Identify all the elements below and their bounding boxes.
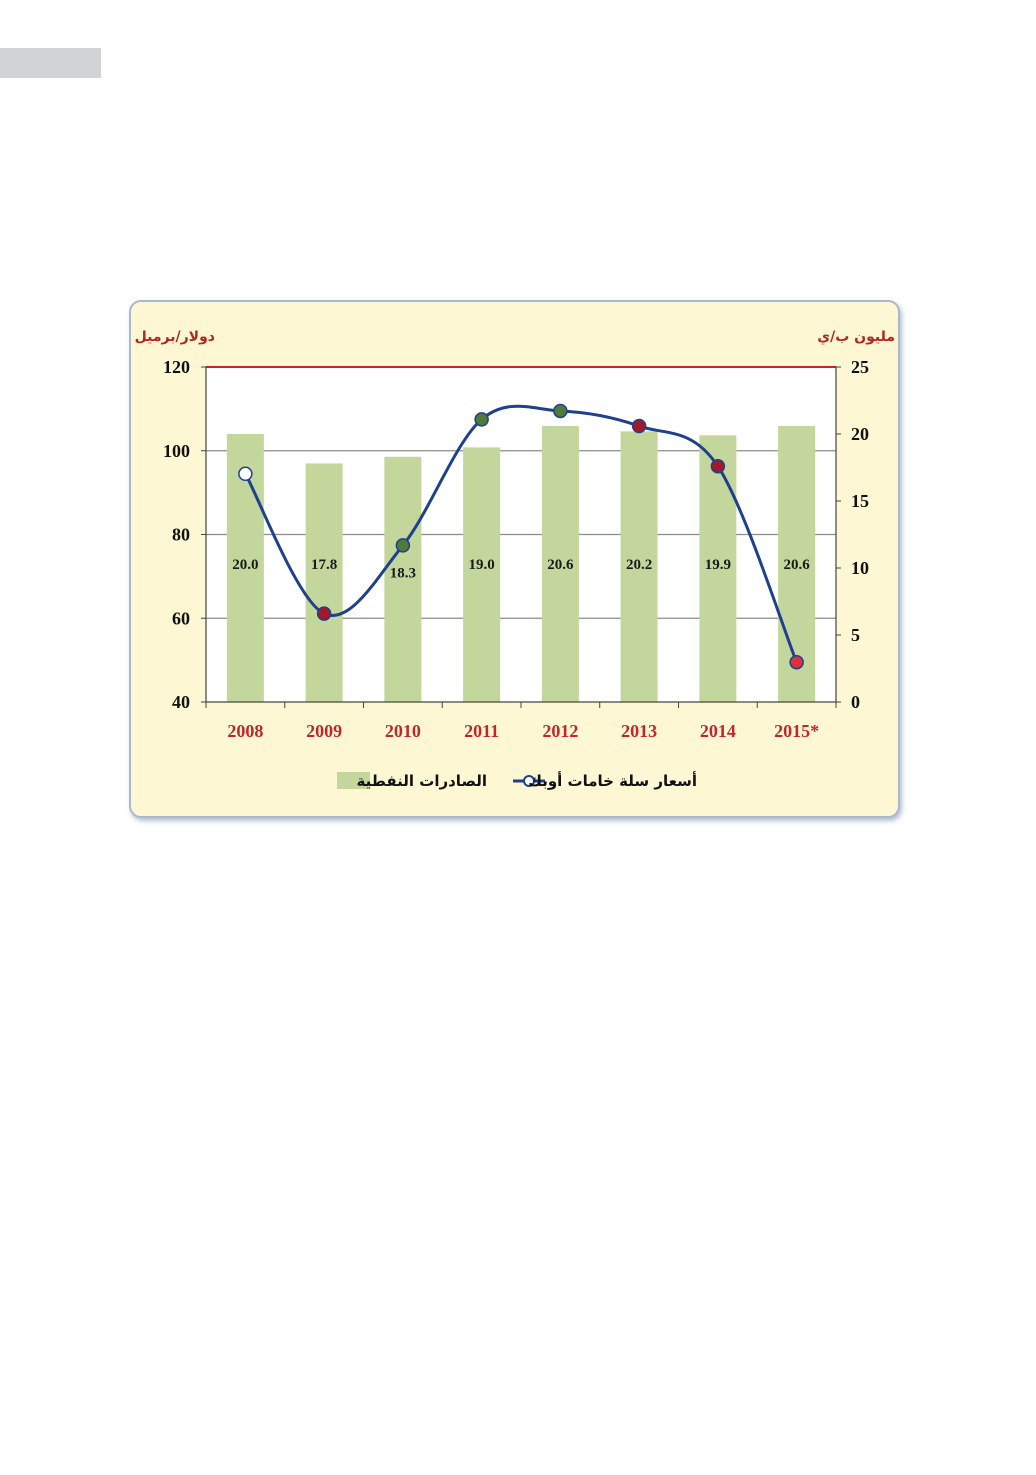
price-point (316, 606, 332, 621)
left-tick-label: 60 (172, 608, 190, 628)
grid-layer (206, 366, 836, 702)
bar-data-label: 18.3 (390, 565, 416, 581)
bar-data-label: 20.6 (784, 557, 811, 573)
bar (305, 463, 343, 702)
bar (384, 456, 422, 702)
legend-line-label: أسعار سلة خامات أوبك (528, 771, 697, 790)
x-tick-label: 2008 (227, 721, 263, 741)
x-tick-label: 2011 (464, 721, 499, 741)
bar-data-label: 19.9 (705, 557, 731, 573)
left-axis-unit: دولار/برميل (135, 329, 215, 345)
bar (699, 435, 737, 702)
x-tick-label: 2015* (774, 721, 819, 741)
left-tick-label: 120 (163, 357, 190, 377)
label-layer: 20.0 17.8 18.3 19.0 20.6 20.2 19.9 20.6 (232, 557, 810, 581)
bar-data-label: 20.6 (547, 557, 574, 573)
right-axis-unit: مليون ب/ي (817, 329, 895, 346)
bar (620, 431, 658, 702)
axis-layer: 2008 2009 2010 2011 2012 2013 2014 2015*1201008… (163, 357, 869, 741)
bar-layer (226, 425, 816, 702)
price-point (710, 458, 726, 474)
line-layer (238, 403, 804, 670)
x-tick-label: 2013 (621, 721, 657, 741)
bar-data-label: 19.0 (469, 557, 495, 573)
x-tick-label: 2009 (306, 721, 342, 741)
left-tick-label: 100 (163, 441, 190, 461)
right-tick-label: 20 (851, 424, 869, 444)
legend-bar-swatch (337, 772, 370, 789)
x-tick-label: 2014 (700, 721, 736, 741)
legend-line-marker (523, 775, 535, 787)
corner-tab (0, 48, 101, 78)
left-tick-label: 80 (172, 525, 190, 545)
price-point (238, 466, 253, 482)
bar (541, 425, 579, 702)
bar-data-label: 20.2 (626, 557, 652, 573)
right-tick-label: 5 (851, 625, 860, 645)
price-point (474, 412, 489, 427)
right-tick-label: 25 (851, 357, 869, 377)
x-tick-label: 2012 (542, 721, 578, 741)
x-tick-label: 2010 (385, 721, 421, 741)
legend: الصادرات النفطية أسعار سلة خامات أوبك (337, 771, 697, 790)
price-point (553, 403, 568, 419)
bar-data-label: 20.0 (232, 557, 258, 573)
price-point (395, 538, 411, 553)
bar (463, 447, 501, 702)
right-tick-label: 10 (851, 558, 869, 578)
left-tick-label: 40 (172, 692, 190, 712)
right-tick-label: 0 (851, 692, 860, 712)
price-point (631, 418, 647, 434)
legend-bar-label: الصادرات النفطية (357, 772, 487, 790)
bar-data-label: 17.8 (311, 557, 337, 573)
price-point (789, 654, 804, 670)
right-tick-label: 15 (851, 491, 869, 511)
